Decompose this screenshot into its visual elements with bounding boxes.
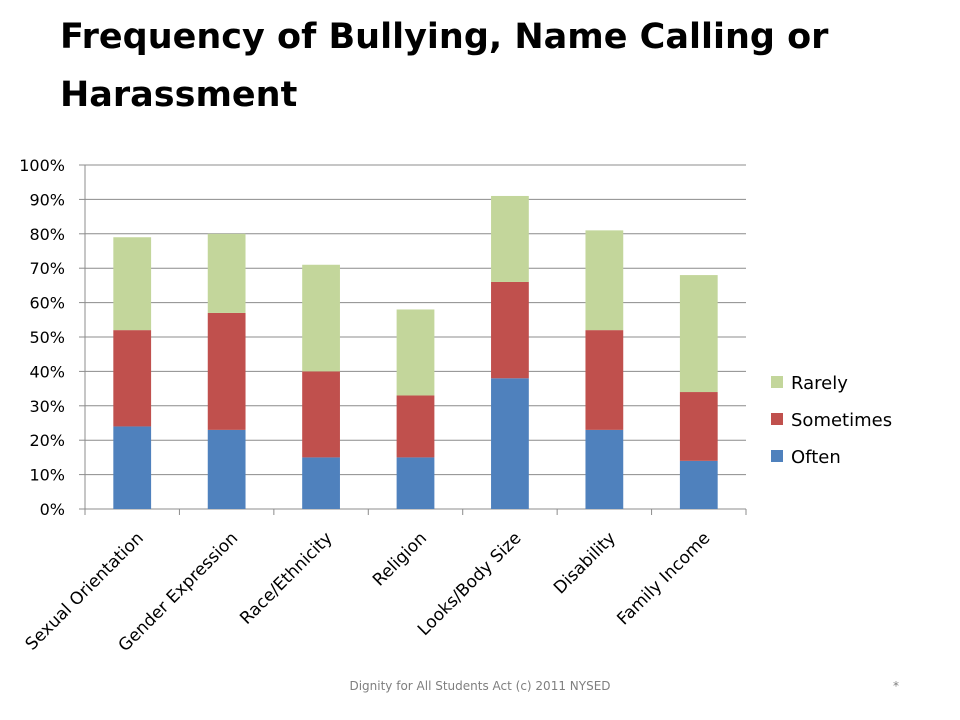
bar-sometimes — [396, 395, 435, 458]
bar-sometimes — [585, 330, 624, 430]
bar-often — [302, 457, 340, 509]
legend-label-rarely: Rarely — [791, 373, 848, 394]
bar-often — [491, 378, 529, 509]
y-tick-label: 30% — [29, 397, 65, 416]
bar-often — [113, 426, 152, 509]
bar-often — [679, 460, 718, 509]
bar-often — [585, 429, 624, 509]
footer-text: Dignity for All Students Act (c) 2011 NY… — [349, 679, 611, 693]
y-tick-label: 10% — [29, 466, 65, 485]
legend: Rarely Sometimes Often — [771, 373, 892, 468]
bar-sometimes — [491, 281, 529, 379]
x-category-label: Looks/Body Size — [414, 528, 525, 639]
bar-rarely — [207, 233, 246, 313]
bar-sometimes — [207, 312, 246, 430]
bar-sometimes — [302, 371, 340, 458]
legend-swatch-often — [771, 450, 783, 462]
bar-sometimes — [113, 330, 152, 427]
stacked-bar-chart: 0%10%20%30%40%50%60%70%80%90%100%Sexual … — [19, 156, 892, 656]
y-tick-label: 100% — [19, 156, 65, 175]
x-category-label: Family Income — [613, 528, 714, 629]
x-category-label: Disability — [550, 528, 620, 598]
bar-rarely — [113, 237, 152, 331]
y-tick-label: 80% — [29, 225, 65, 244]
y-tick-label: 70% — [29, 259, 65, 278]
bar-rarely — [491, 195, 529, 282]
slide-title: Frequency of Bullying, Name Calling or H… — [60, 17, 829, 115]
bar-sometimes — [679, 392, 718, 461]
y-tick-label: 0% — [40, 500, 65, 519]
y-tick-label: 40% — [29, 362, 65, 381]
y-tick-label: 60% — [29, 294, 65, 313]
y-tick-label: 20% — [29, 431, 65, 450]
legend-label-often: Often — [791, 447, 841, 468]
legend-label-sometimes: Sometimes — [791, 410, 892, 431]
x-category-label: Religion — [369, 528, 431, 590]
slide-number: * — [893, 679, 899, 693]
y-tick-label: 90% — [29, 190, 65, 209]
bar-often — [207, 429, 246, 509]
bars — [113, 195, 718, 509]
bar-rarely — [302, 264, 340, 372]
bar-rarely — [679, 275, 718, 393]
bar-rarely — [396, 309, 435, 396]
bar-rarely — [585, 230, 624, 331]
bar-often — [396, 457, 435, 509]
legend-swatch-rarely — [771, 376, 783, 388]
y-tick-label: 50% — [29, 328, 65, 347]
x-category-label: Race/Ethnicity — [236, 528, 336, 628]
legend-swatch-sometimes — [771, 413, 783, 425]
